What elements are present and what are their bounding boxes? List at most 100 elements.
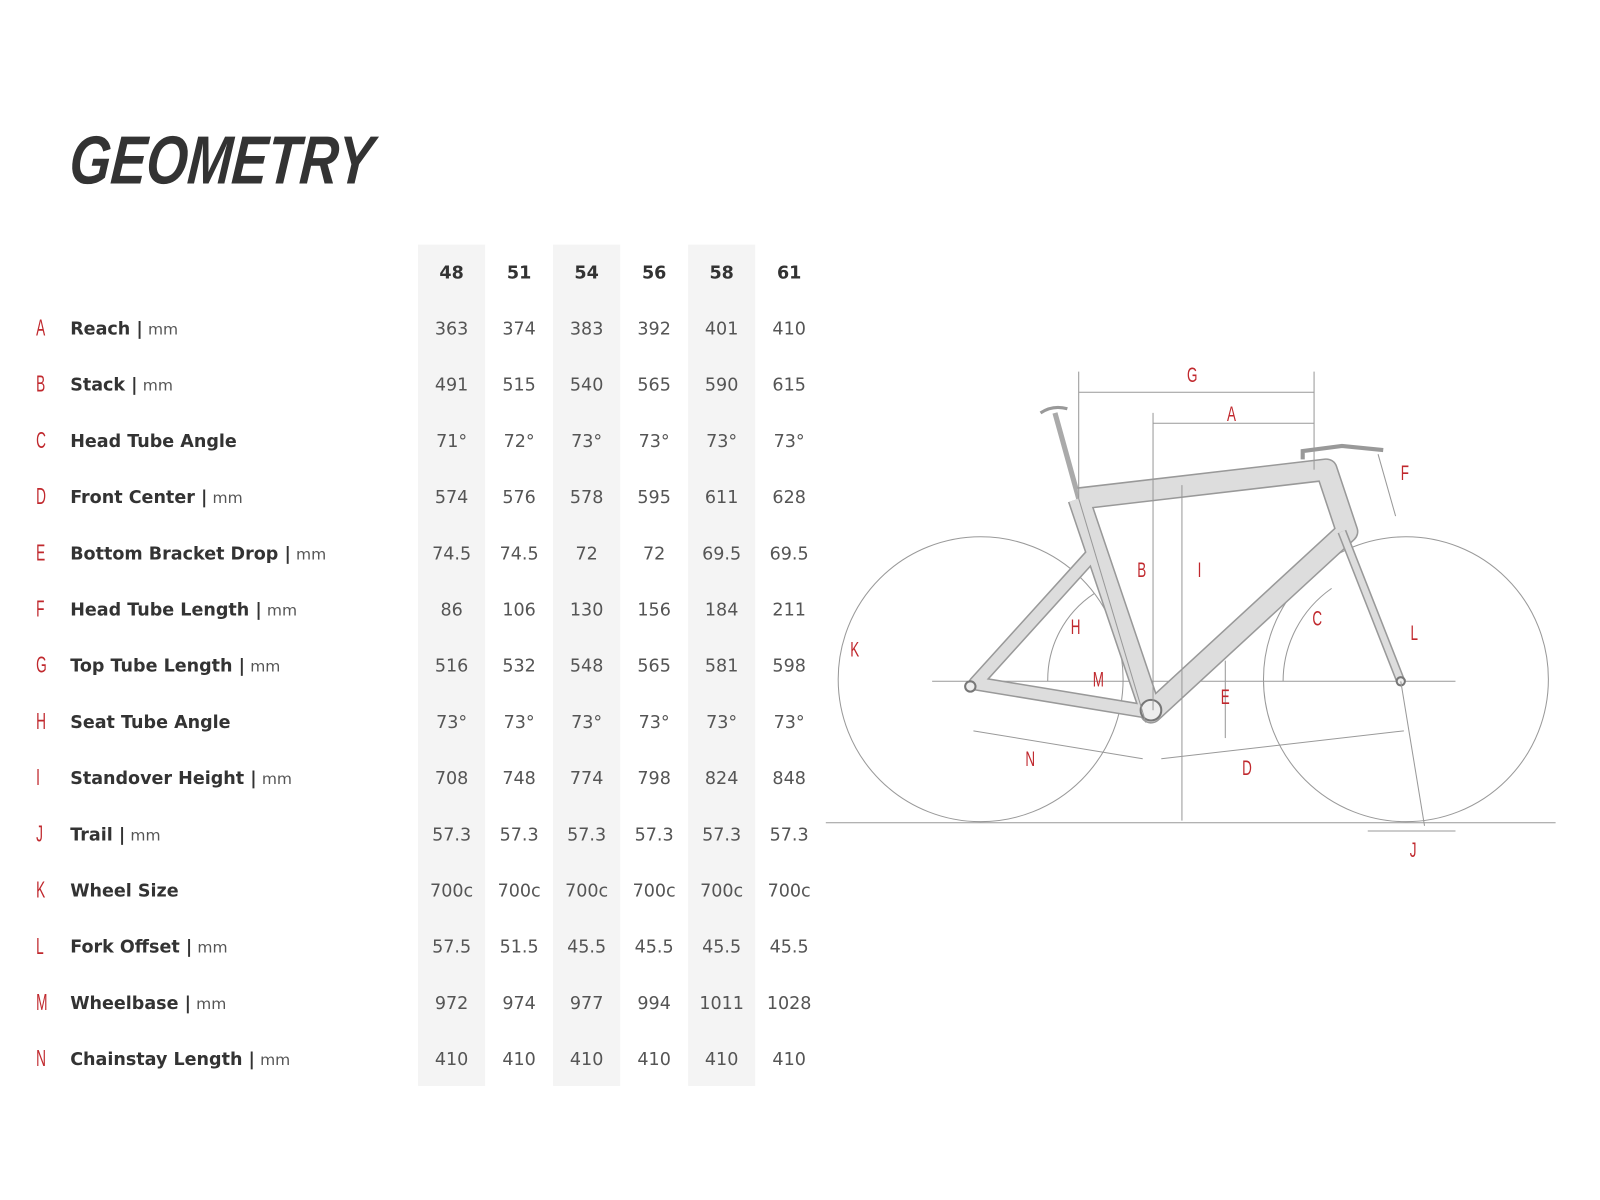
cell-value: 73° — [571, 432, 602, 452]
row-label: Wheel Size — [70, 882, 179, 902]
row-label: Stack | mm — [70, 376, 173, 396]
cell-value: 86 — [440, 600, 462, 620]
cell-value: 69.5 — [770, 544, 809, 564]
cell-value: 565 — [637, 657, 670, 677]
row-letter: B — [36, 371, 45, 396]
diagram-label: E — [1221, 685, 1230, 709]
cell-value: 578 — [570, 488, 603, 508]
cell-value: 615 — [772, 376, 805, 396]
cell-value: 977 — [570, 994, 603, 1014]
cell-value: 700c — [768, 882, 811, 902]
geometry-table: 48 51 54 56 58 61 A Reach | mm 363 374 383 392 401 410… — [36, 264, 811, 1071]
cell-value: 211 — [772, 600, 805, 620]
size-header: 48 — [439, 264, 463, 284]
diagram-label: J — [1410, 838, 1417, 862]
cell-value: 374 — [502, 319, 535, 339]
cell-value: 974 — [502, 994, 535, 1014]
cell-value: 73° — [706, 432, 737, 452]
row-name: Trail | — [70, 825, 125, 845]
cell-value: 72° — [504, 432, 535, 452]
cell-value: 392 — [637, 319, 670, 339]
diagram-label: C — [1312, 606, 1322, 630]
cell-value: 595 — [637, 488, 670, 508]
cell-value: 156 — [637, 600, 670, 620]
row-label: Wheelbase | mm — [70, 994, 226, 1014]
cell-value: 994 — [637, 994, 670, 1014]
diagram-label: I — [1198, 558, 1202, 582]
row-label: Standover Height | mm — [70, 769, 292, 789]
cell-value: 700c — [498, 882, 541, 902]
cell-value: 410 — [772, 319, 805, 339]
cell-value: 73° — [774, 432, 805, 452]
diagram-label: L — [1410, 621, 1417, 645]
cell-value: 73° — [504, 713, 535, 733]
row-name: Fork Offset | — [70, 938, 192, 958]
row-label: Fork Offset | mm — [70, 938, 227, 958]
row-unit: mm — [143, 377, 173, 395]
row-letter: A — [36, 315, 45, 340]
cell-value: 611 — [705, 488, 738, 508]
cell-value: 73° — [639, 432, 670, 452]
row-letter: D — [36, 483, 46, 508]
row-letter: I — [36, 765, 40, 790]
cell-value: 1028 — [767, 994, 812, 1014]
cell-value: 798 — [637, 769, 670, 789]
row-letter: G — [36, 652, 47, 677]
cell-value: 581 — [705, 657, 738, 677]
cell-value: 574 — [435, 488, 468, 508]
cell-value: 73° — [436, 713, 467, 733]
row-label: Front Center | mm — [70, 488, 242, 508]
row-name: Wheel Size — [70, 882, 179, 902]
row-letter: K — [36, 877, 45, 902]
diagram-label: M — [1093, 667, 1104, 691]
diagram-label: D — [1242, 756, 1252, 780]
cell-value: 410 — [502, 1050, 535, 1070]
row-letter: J — [36, 821, 43, 846]
row-name: Standover Height | — [70, 769, 256, 789]
row-unit: mm — [260, 1051, 290, 1069]
cell-value: 548 — [570, 657, 603, 677]
cell-value: 590 — [705, 376, 738, 396]
cell-value: 73° — [706, 713, 737, 733]
row-label: Seat Tube Angle — [70, 713, 230, 733]
row-unit: mm — [148, 320, 178, 338]
cell-value: 565 — [637, 376, 670, 396]
row-unit: mm — [130, 826, 160, 844]
cell-value: 45.5 — [635, 938, 674, 958]
bike-diagram: G A F B I H C L K M E N D J — [825, 363, 1556, 862]
cell-value: 628 — [772, 488, 805, 508]
cell-value: 1011 — [699, 994, 744, 1014]
row-letter: C — [36, 427, 46, 452]
diagram-label: B — [1137, 558, 1146, 582]
cell-value: 71° — [436, 432, 467, 452]
diagram-label: A — [1227, 402, 1236, 426]
cell-value: 184 — [705, 600, 738, 620]
cell-value: 69.5 — [702, 544, 741, 564]
cell-value: 73° — [571, 713, 602, 733]
cell-value: 598 — [772, 657, 805, 677]
cell-value: 708 — [435, 769, 468, 789]
row-letter: M — [36, 989, 47, 1014]
cell-value: 57.3 — [635, 825, 674, 845]
cell-value: 410 — [637, 1050, 670, 1070]
cell-value: 972 — [435, 994, 468, 1014]
row-name: Bottom Bracket Drop | — [70, 544, 291, 564]
row-unit: mm — [250, 658, 280, 676]
column-shade — [418, 244, 486, 1086]
cell-value: 824 — [705, 769, 738, 789]
row-label: Reach | mm — [70, 319, 178, 339]
diagram-label: G — [1187, 363, 1197, 387]
row-unit: mm — [197, 939, 227, 957]
column-shading — [418, 244, 756, 1086]
row-label: Top Tube Length | mm — [70, 657, 280, 677]
column-shade — [553, 244, 621, 1086]
cell-value: 401 — [705, 319, 738, 339]
row-name: Head Tube Length | — [70, 600, 262, 620]
cell-value: 532 — [502, 657, 535, 677]
cell-value: 57.3 — [567, 825, 606, 845]
diagram-label: F — [1401, 461, 1409, 485]
cell-value: 45.5 — [702, 938, 741, 958]
cell-value: 45.5 — [567, 938, 606, 958]
cell-value: 848 — [772, 769, 805, 789]
